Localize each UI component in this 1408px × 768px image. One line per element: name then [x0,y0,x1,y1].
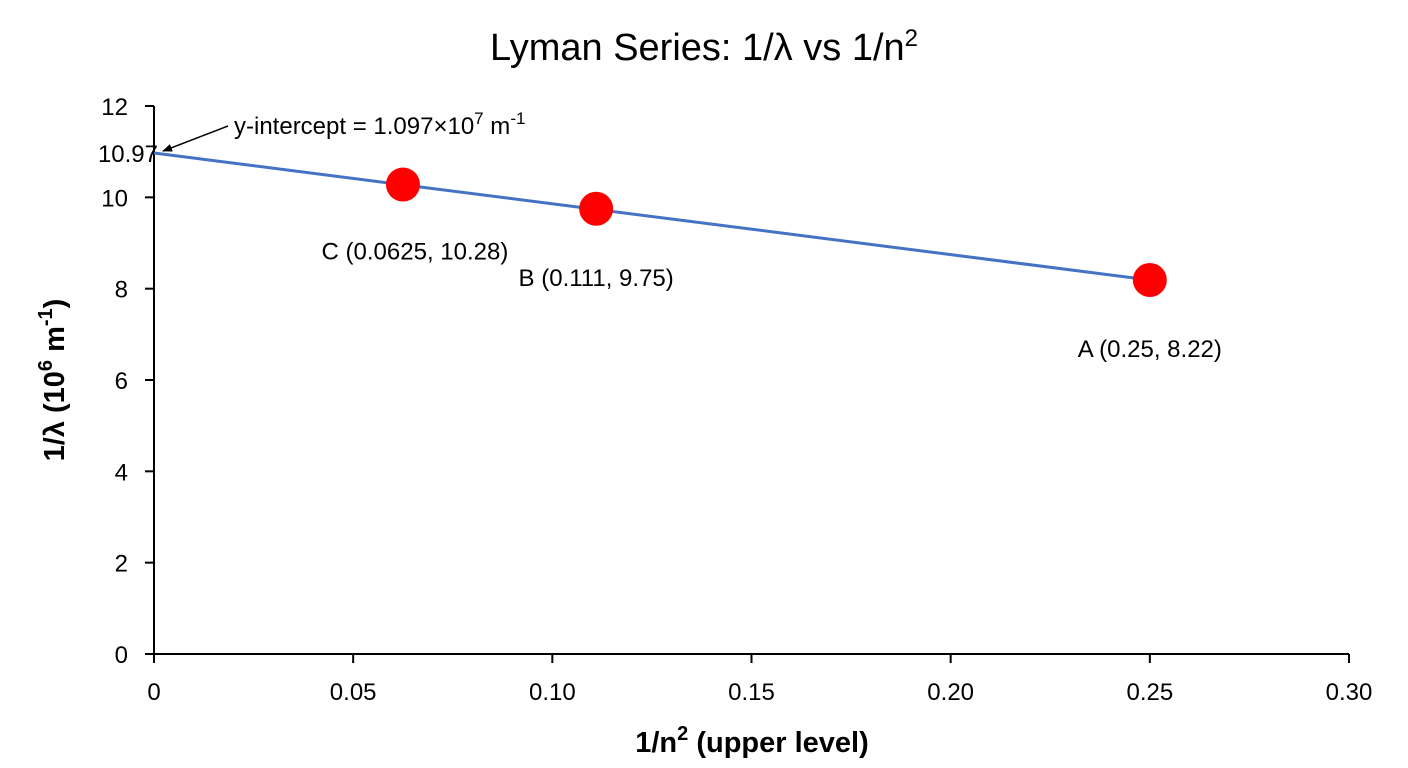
x-tick-label: 0.25 [1126,679,1173,706]
fit-line [153,151,1151,282]
data-point-label: A (0.25, 8.22) [1078,336,1222,363]
intercept-annotation-exponent: 7 [474,109,483,128]
x-tick-label: 0.15 [728,679,775,706]
y-tick-label: 10 [101,185,128,212]
y-tick-label: 8 [115,277,128,304]
y-tick-label: 6 [115,368,128,395]
x-tick-label: 0.20 [927,679,974,706]
intercept-tick-label: 10.97 [98,141,158,168]
y-axis-title-unit-superscript: -1 [35,308,57,326]
x-axis-title-suffix: (upper level) [688,727,869,759]
data-points: C (0.0625, 10.28) B (0.111, 9.75) A (0.25,… [322,167,1222,363]
y-axis-title-end: ) [39,299,71,309]
x-tick-label: 0 [147,679,160,706]
y-tick-label: 4 [115,459,128,486]
data-point [385,167,420,202]
x-axis-title: 1/n2 (upper level) [635,723,869,759]
x-axis-title-superscript: 2 [677,723,688,745]
y-axis-title: 1/λ (106 m-1) [35,299,71,462]
data-point-label: B (0.111, 9.75) [519,265,674,292]
data-point [1132,262,1167,297]
y-tick-label: 2 [115,551,128,578]
intercept-annotation-unit-exponent: -1 [510,109,525,128]
y-axis-ticks: 0 2 4 6 8 10 12 [101,94,154,669]
x-tick-label: 0.10 [529,679,576,706]
data-point-label: C (0.0625, 10.28) [322,239,509,266]
y-axis-title-superscript: 6 [35,360,57,371]
y-tick-label: 12 [101,94,128,121]
x-tick-label: 0.05 [330,679,377,706]
intercept-annotation-unit: m [484,113,511,140]
chart-title: Lyman Series: 1/λ vs 1/n2 [490,25,918,69]
intercept-arrow [162,125,229,152]
y-tick-label: 0 [115,642,128,669]
x-axis-ticks: 0 0.05 0.10 0.15 0.20 0.25 0.30 [147,654,1372,706]
data-point [579,191,614,226]
y-axis-title-unit: m [39,326,71,360]
x-tick-label: 0.30 [1326,679,1373,706]
chart-title-superscript: 2 [905,25,918,52]
intercept-annotation: y-intercept = 1.097×107 m-1 [234,109,525,140]
